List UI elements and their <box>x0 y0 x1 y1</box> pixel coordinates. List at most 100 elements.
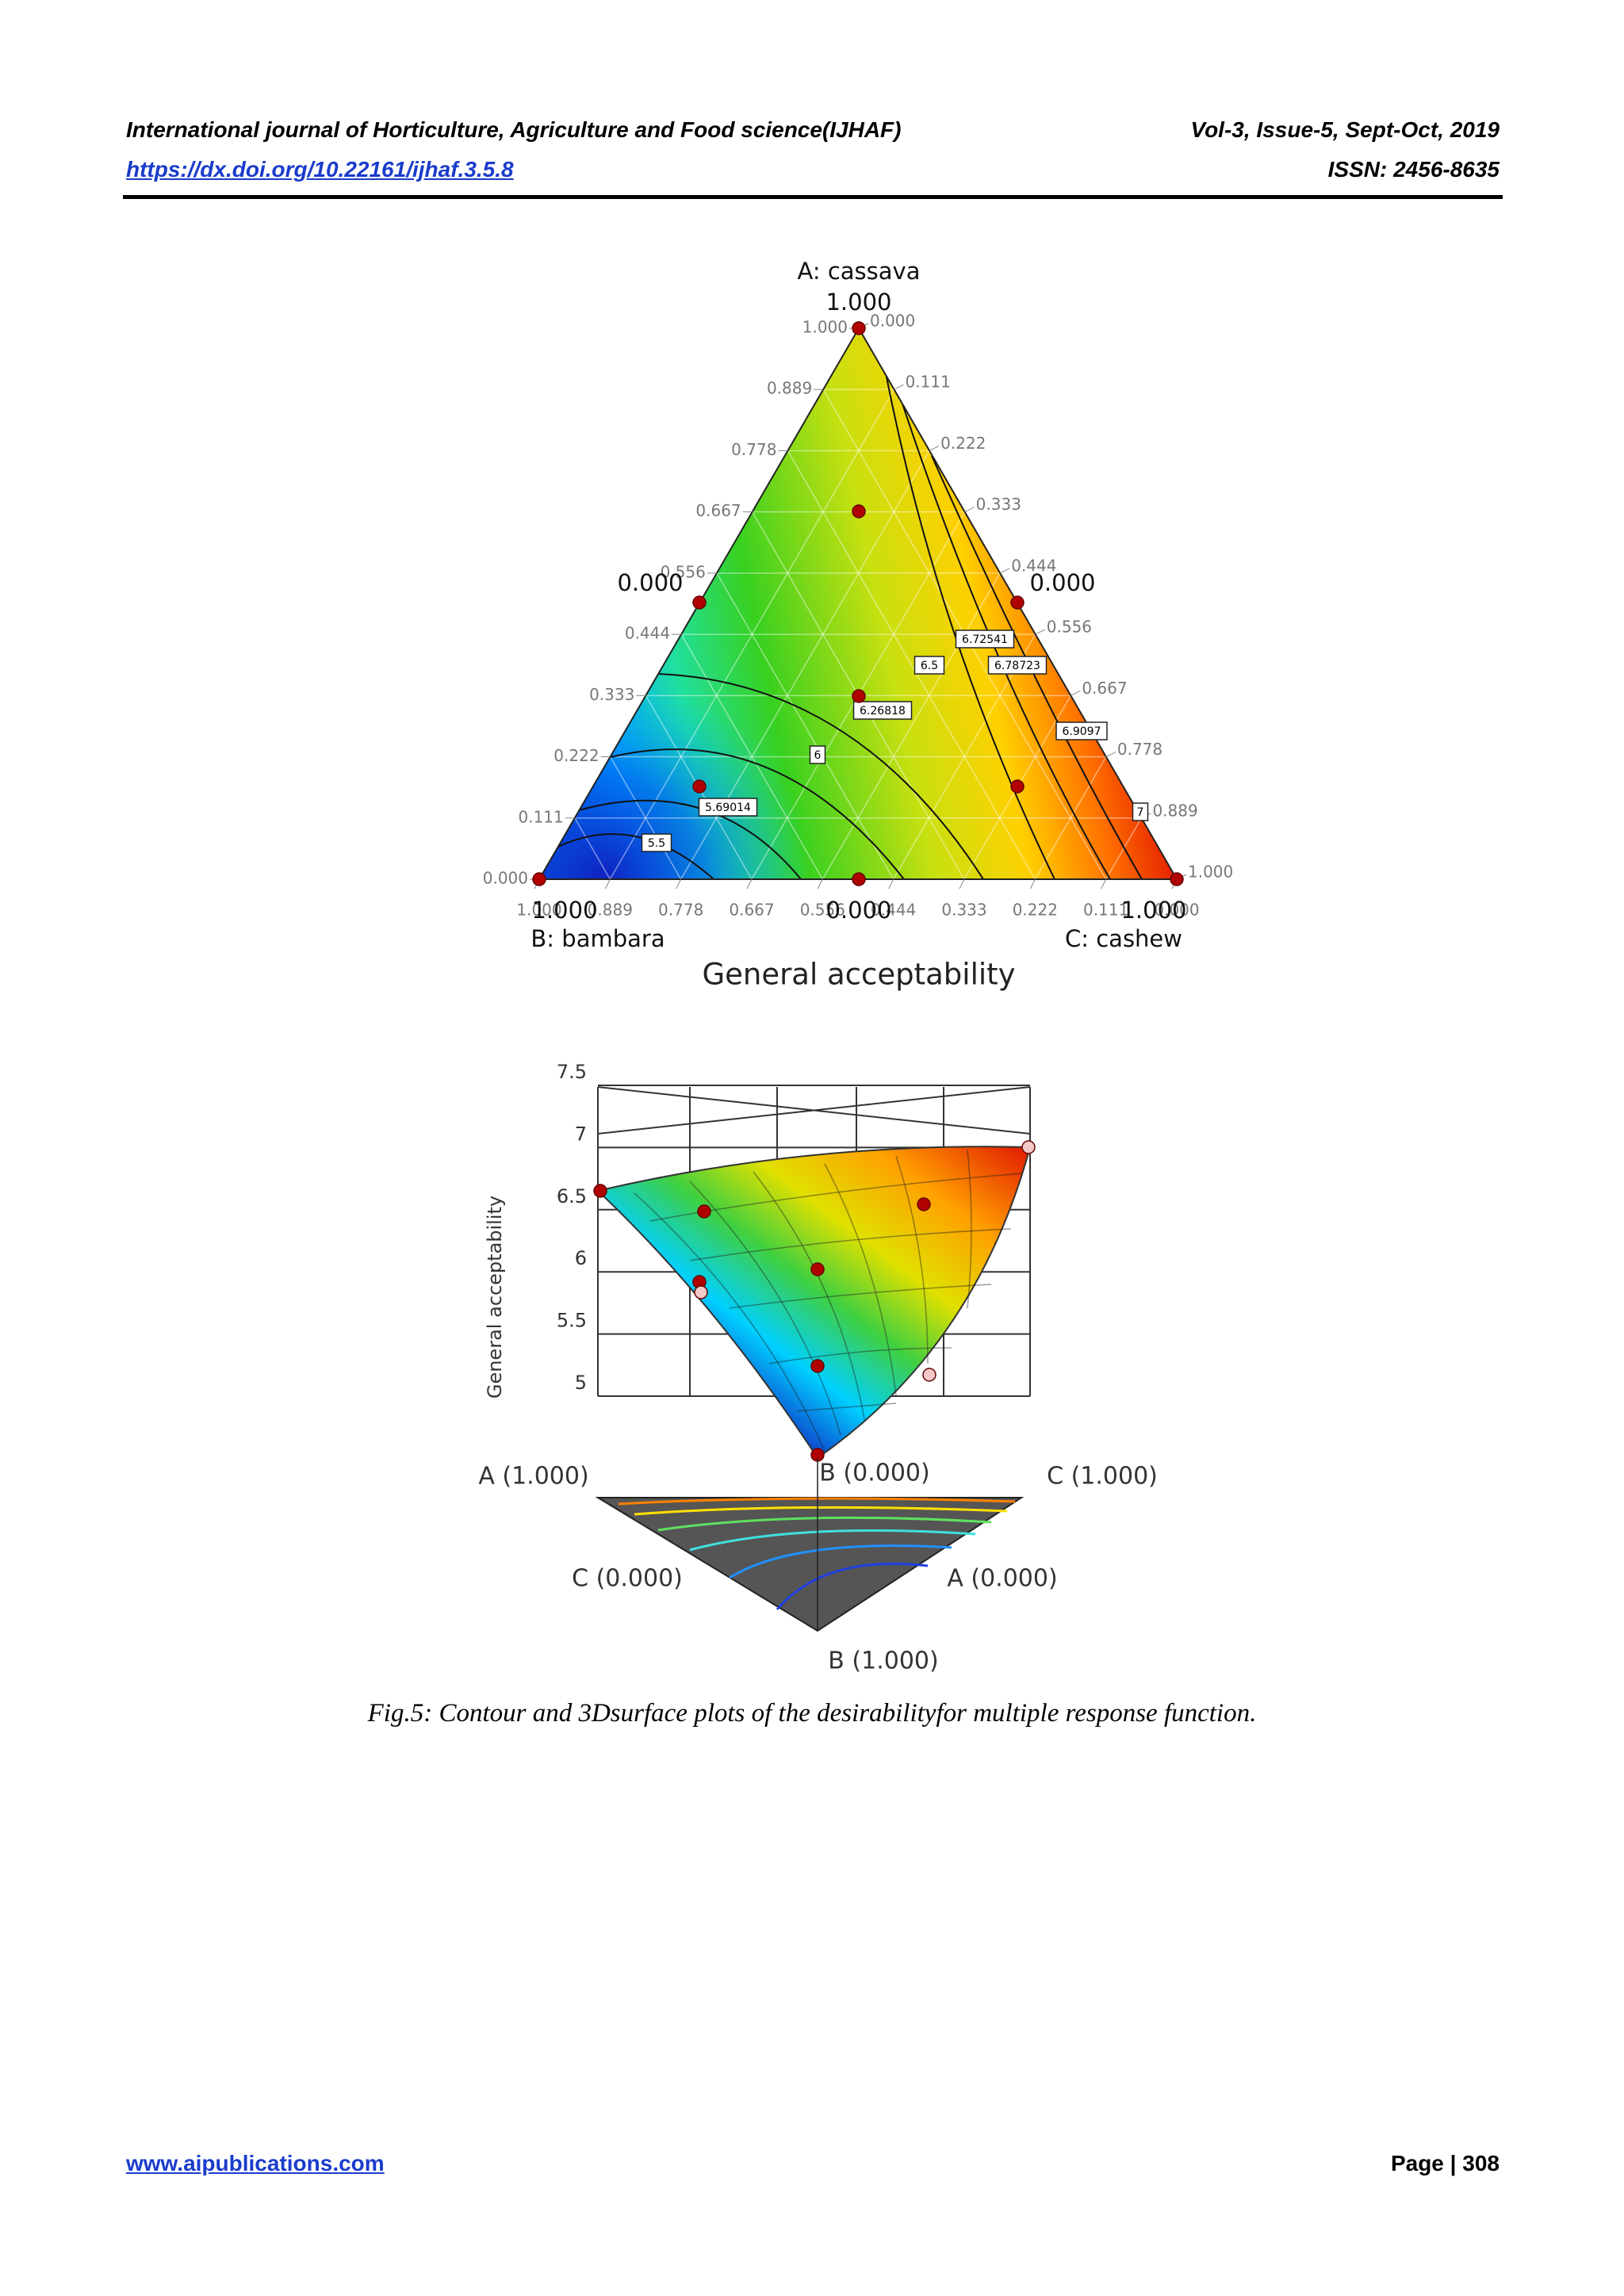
design-points <box>532 321 1184 886</box>
b-tick-label: 0.222 <box>1013 901 1058 920</box>
c-tick-label: 0.667 <box>1082 679 1127 698</box>
b-tick-label: 0.444 <box>871 901 916 920</box>
figure: 0.000 0.000 0.000 0.111 0.111 0.111 0.222 0.222… <box>478 258 1233 1675</box>
doi-link[interactable]: https://dx.doi.org/10.22161/ijhaf.3.5.8 <box>126 157 514 182</box>
a-tick-label: 0.556 <box>661 562 706 581</box>
tick-mark <box>964 507 975 513</box>
a-tick-label: 0.778 <box>731 440 776 459</box>
website-link[interactable]: www.aipublications.com <box>126 2151 385 2175</box>
b-tick-label: 0.111 <box>1083 901 1128 920</box>
ternary-grid-line <box>1034 756 1107 879</box>
tick-mark <box>959 878 965 890</box>
tick-mark <box>604 878 611 890</box>
tick-mark <box>888 878 894 890</box>
vertex-label: 0.000 <box>617 569 683 596</box>
ternary-surface <box>539 328 1177 879</box>
b-tick-label: 0.778 <box>658 901 703 920</box>
contour-label-box <box>1055 721 1108 740</box>
header-rule <box>123 195 1503 199</box>
contour-label: 6.78723 <box>994 660 1040 672</box>
footer-website: www.aipublications.com <box>126 2151 385 2176</box>
a-tick-label: 0.333 <box>589 685 634 704</box>
b-tick-label: 0.556 <box>800 901 845 920</box>
tick-mark <box>1071 690 1081 696</box>
corner-label: A (1.000) <box>478 1463 588 1490</box>
contour-label: 7 <box>1137 806 1144 819</box>
volume-info: Vol-3, Issue-5, Sept-Oct, 2019 <box>1190 117 1500 142</box>
ternary-grid-line <box>609 388 895 879</box>
contour-label: 5.5 <box>648 837 665 850</box>
corner-label: A (0.000) <box>947 1565 1057 1593</box>
b-tick-label: 0.667 <box>729 901 774 920</box>
contour-label-box <box>1132 802 1149 821</box>
corner-label: C (0.000) <box>572 1565 683 1593</box>
surface-y-tick-label: 7.5 <box>557 1061 587 1083</box>
ternary-grid-line <box>680 633 823 879</box>
floor-contours <box>618 1497 1016 1610</box>
contour-label: 6.5 <box>921 660 938 672</box>
c-tick-label: 0.778 <box>1117 740 1162 759</box>
surface-y-tick-label: 6.5 <box>557 1185 587 1207</box>
c-tick-label: 0.889 <box>1152 801 1197 820</box>
c-tick-label: 0.000 <box>870 312 915 331</box>
ternary-grid-line <box>787 450 1036 879</box>
surface-y-label: General acceptability <box>484 1196 506 1399</box>
surface-y-tick-label: 6 <box>575 1247 587 1269</box>
ternary-grid-line <box>893 633 1036 879</box>
c-tick-label: 0.444 <box>1011 556 1056 575</box>
b-tick-label: 1.000 <box>516 901 561 920</box>
plot-title: General acceptability <box>702 958 1015 992</box>
a-tick-label: 0.111 <box>519 807 564 826</box>
tick-mark <box>999 568 1010 574</box>
contour-label: 6 <box>814 749 822 762</box>
contour-label-box <box>987 656 1048 675</box>
tick-mark <box>1105 752 1116 758</box>
contour-label-box <box>955 629 1015 649</box>
axis-a-label: A: cassava <box>798 258 921 285</box>
tick-mark <box>1101 878 1107 890</box>
ternary-grid-line <box>574 817 611 879</box>
vertex-label: 0.000 <box>1029 569 1095 596</box>
tick-mark <box>894 384 904 390</box>
ternary-grid-line <box>609 756 682 879</box>
b-tick-label: 0.000 <box>1154 901 1199 920</box>
vertex-label: 1.000 <box>531 897 597 924</box>
contour-label-box <box>914 656 945 675</box>
corner-label: B (0.000) <box>819 1460 929 1487</box>
corner-label: B (1.000) <box>828 1647 938 1675</box>
vertex-label: 1.000 <box>1120 897 1186 924</box>
vertex-label: 1.000 <box>825 289 891 316</box>
axis-b-label: B: bambara <box>530 925 665 952</box>
a-tick-label: 0.222 <box>553 746 599 765</box>
tick-mark <box>676 878 682 890</box>
vertex-label: 0.000 <box>825 897 891 924</box>
contour-label: 5.69014 <box>705 802 751 814</box>
surface-y-tick-label: 5 <box>575 1372 587 1394</box>
axis-c-label: C: cashew <box>1065 925 1182 952</box>
c-tick-label: 0.556 <box>1047 618 1092 637</box>
c-tick-label: 0.222 <box>940 434 986 453</box>
tick-mark <box>817 878 823 890</box>
a-tick-label: 1.000 <box>802 318 848 337</box>
surface-y-tick-label: 7 <box>575 1123 587 1145</box>
contour-label: 6.26818 <box>860 705 906 718</box>
response-surface <box>596 1146 1032 1460</box>
tick-mark <box>1029 878 1036 890</box>
contour-label-box <box>641 833 672 852</box>
contour-label-box <box>809 745 826 764</box>
doi: https://dx.doi.org/10.22161/ijhaf.3.5.8 <box>126 157 514 182</box>
corner-label: C (1.000) <box>1047 1463 1158 1490</box>
tick-mark <box>746 878 753 890</box>
surface-y-tick-label: 5.5 <box>557 1310 587 1332</box>
surface-points <box>593 1184 931 1462</box>
page-number: Page | 308 <box>1390 2151 1500 2175</box>
contour-label-box <box>852 701 913 720</box>
ternary-grid-line <box>822 572 1001 879</box>
journal-title: International journal of Horticulture, A… <box>126 117 902 142</box>
issn: ISSN: 2456-8635 <box>1327 157 1500 182</box>
contour-label: 6.72541 <box>962 633 1008 646</box>
contour-label: 6.9097 <box>1063 725 1101 738</box>
b-tick-label: 0.889 <box>588 901 633 920</box>
c-tick-label: 0.333 <box>976 495 1021 514</box>
c-tick-label: 1.000 <box>1188 863 1233 882</box>
